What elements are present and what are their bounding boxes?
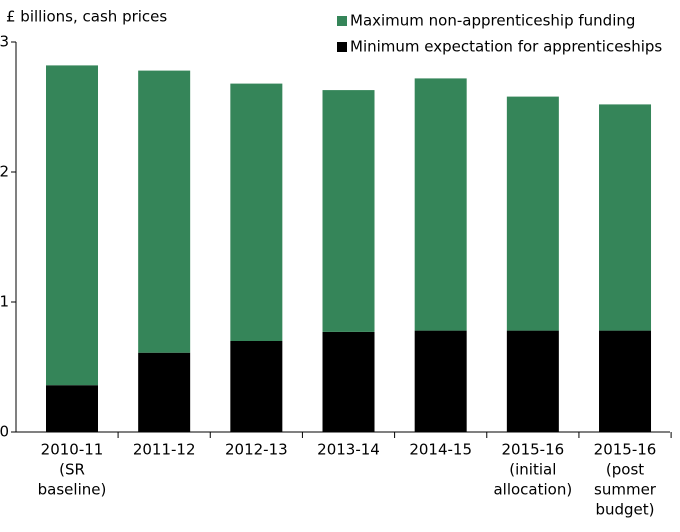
bar-segment: [46, 65, 98, 386]
y-tick-label: 3: [0, 33, 9, 51]
y-tick-label: 0: [0, 423, 9, 441]
x-tick-label: 2015-16: [594, 441, 657, 459]
bar-segment: [414, 78, 467, 331]
y-tick-label: 2: [0, 163, 9, 181]
bar-segment: [506, 330, 559, 432]
x-tick-label: 2014-15: [409, 441, 472, 459]
x-tick-label: (SR: [59, 461, 85, 479]
x-tick-label: 2010-11: [41, 441, 104, 459]
x-tick-label: 2013-14: [317, 441, 380, 459]
bar-segment: [138, 352, 191, 432]
axis-label: £ billions, cash prices: [6, 8, 167, 26]
legend-swatch: [337, 42, 347, 52]
x-tick-label: allocation): [493, 481, 572, 499]
x-tick-label: 2015-16: [502, 441, 565, 459]
x-tick-label: baseline): [38, 481, 107, 499]
x-tick-label: summer: [594, 481, 657, 499]
legend-swatch: [337, 16, 347, 26]
bar-segment: [599, 104, 652, 331]
bar-segment: [414, 330, 467, 432]
bar-segment: [46, 385, 98, 432]
x-tick-label: 2011-12: [133, 441, 196, 459]
x-tick-label: (initial: [509, 461, 556, 479]
legend-label: Maximum non-apprenticeship funding: [350, 12, 635, 30]
legend-label: Minimum expectation for apprenticeships: [350, 38, 662, 56]
bar-segment: [599, 330, 652, 432]
bar-segment: [322, 331, 375, 432]
bar-segment: [230, 83, 283, 341]
bar-segment: [322, 90, 375, 332]
x-tick-label: budget): [595, 501, 654, 519]
x-tick-label: (post: [606, 461, 644, 479]
y-tick-label: 1: [0, 293, 9, 311]
x-tick-label: 2012-13: [225, 441, 288, 459]
bar-segment: [506, 96, 559, 331]
bar-segment: [230, 341, 283, 432]
bar-segment: [138, 70, 191, 353]
